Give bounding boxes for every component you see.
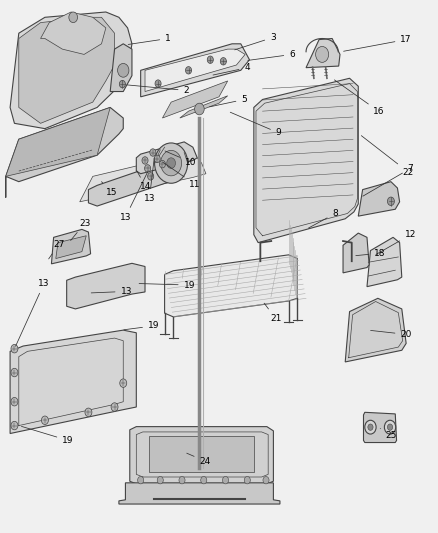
Text: 10: 10 (165, 151, 197, 166)
Polygon shape (41, 12, 106, 54)
Circle shape (154, 155, 160, 163)
Circle shape (159, 160, 166, 168)
Circle shape (11, 344, 18, 353)
Circle shape (148, 173, 154, 180)
Text: 2: 2 (127, 85, 189, 95)
Text: 22: 22 (361, 135, 414, 176)
Circle shape (155, 143, 187, 183)
Circle shape (220, 58, 226, 65)
Polygon shape (145, 49, 245, 92)
Polygon shape (110, 44, 132, 92)
Circle shape (155, 80, 161, 87)
Polygon shape (254, 78, 358, 243)
Text: 16: 16 (335, 80, 385, 116)
Polygon shape (80, 152, 206, 202)
Polygon shape (345, 298, 406, 362)
Polygon shape (56, 236, 86, 259)
Circle shape (185, 67, 191, 74)
Circle shape (120, 379, 127, 387)
Circle shape (85, 408, 92, 417)
Circle shape (388, 197, 394, 206)
Text: 19: 19 (124, 321, 159, 330)
Text: 23: 23 (71, 219, 91, 240)
Circle shape (138, 477, 144, 484)
Circle shape (11, 398, 18, 406)
Circle shape (223, 477, 229, 484)
Text: 4: 4 (213, 63, 250, 75)
Circle shape (142, 157, 148, 164)
Text: 13: 13 (16, 279, 50, 346)
Polygon shape (19, 17, 115, 123)
Text: 14: 14 (137, 171, 152, 191)
Text: 13: 13 (144, 158, 155, 203)
Circle shape (194, 103, 204, 115)
Text: 11: 11 (162, 162, 201, 189)
Circle shape (263, 477, 269, 484)
Circle shape (365, 420, 376, 434)
Circle shape (385, 420, 396, 434)
Text: 9: 9 (230, 112, 282, 138)
Polygon shape (165, 255, 297, 317)
Text: 27: 27 (49, 240, 64, 259)
Circle shape (201, 477, 207, 484)
Polygon shape (51, 229, 91, 264)
Circle shape (111, 403, 118, 411)
Circle shape (161, 150, 182, 176)
Text: 19: 19 (139, 280, 195, 289)
Circle shape (207, 56, 213, 63)
Text: 20: 20 (371, 330, 412, 339)
Polygon shape (6, 108, 123, 198)
Circle shape (11, 421, 18, 430)
Text: 5: 5 (209, 95, 247, 107)
Polygon shape (136, 142, 197, 174)
Text: 18: 18 (356, 249, 386, 258)
Polygon shape (367, 237, 402, 287)
Polygon shape (343, 233, 369, 273)
Text: 13: 13 (120, 171, 148, 222)
Circle shape (145, 165, 151, 172)
Polygon shape (10, 12, 132, 128)
Polygon shape (358, 182, 399, 216)
Circle shape (117, 63, 129, 77)
Circle shape (69, 12, 78, 22)
Circle shape (244, 477, 251, 484)
Polygon shape (180, 96, 228, 118)
Text: 17: 17 (343, 35, 412, 51)
Text: 8: 8 (308, 209, 338, 228)
Circle shape (388, 424, 392, 430)
Text: 3: 3 (235, 33, 276, 50)
Text: 7: 7 (363, 164, 413, 196)
Text: 1: 1 (128, 34, 171, 44)
Polygon shape (162, 81, 228, 118)
Circle shape (179, 477, 185, 484)
Polygon shape (119, 483, 280, 504)
Text: 24: 24 (187, 453, 211, 466)
Polygon shape (88, 161, 180, 206)
Polygon shape (130, 426, 273, 484)
Polygon shape (141, 44, 250, 97)
Circle shape (316, 46, 328, 62)
Polygon shape (67, 263, 145, 309)
Polygon shape (306, 38, 340, 68)
Bar (149, 436, 254, 472)
Circle shape (119, 80, 125, 88)
Circle shape (42, 416, 48, 424)
Text: 15: 15 (102, 182, 117, 197)
Polygon shape (364, 413, 396, 442)
Text: 25: 25 (380, 429, 397, 440)
Circle shape (157, 477, 163, 484)
Circle shape (11, 368, 18, 377)
Circle shape (368, 424, 373, 430)
Circle shape (167, 158, 176, 168)
Text: 13: 13 (91, 287, 132, 296)
Polygon shape (10, 330, 136, 433)
Text: 21: 21 (264, 303, 281, 323)
Text: 6: 6 (248, 50, 295, 60)
Circle shape (150, 149, 156, 156)
Text: 12: 12 (376, 230, 416, 255)
Text: 19: 19 (21, 426, 74, 445)
Polygon shape (6, 108, 110, 176)
